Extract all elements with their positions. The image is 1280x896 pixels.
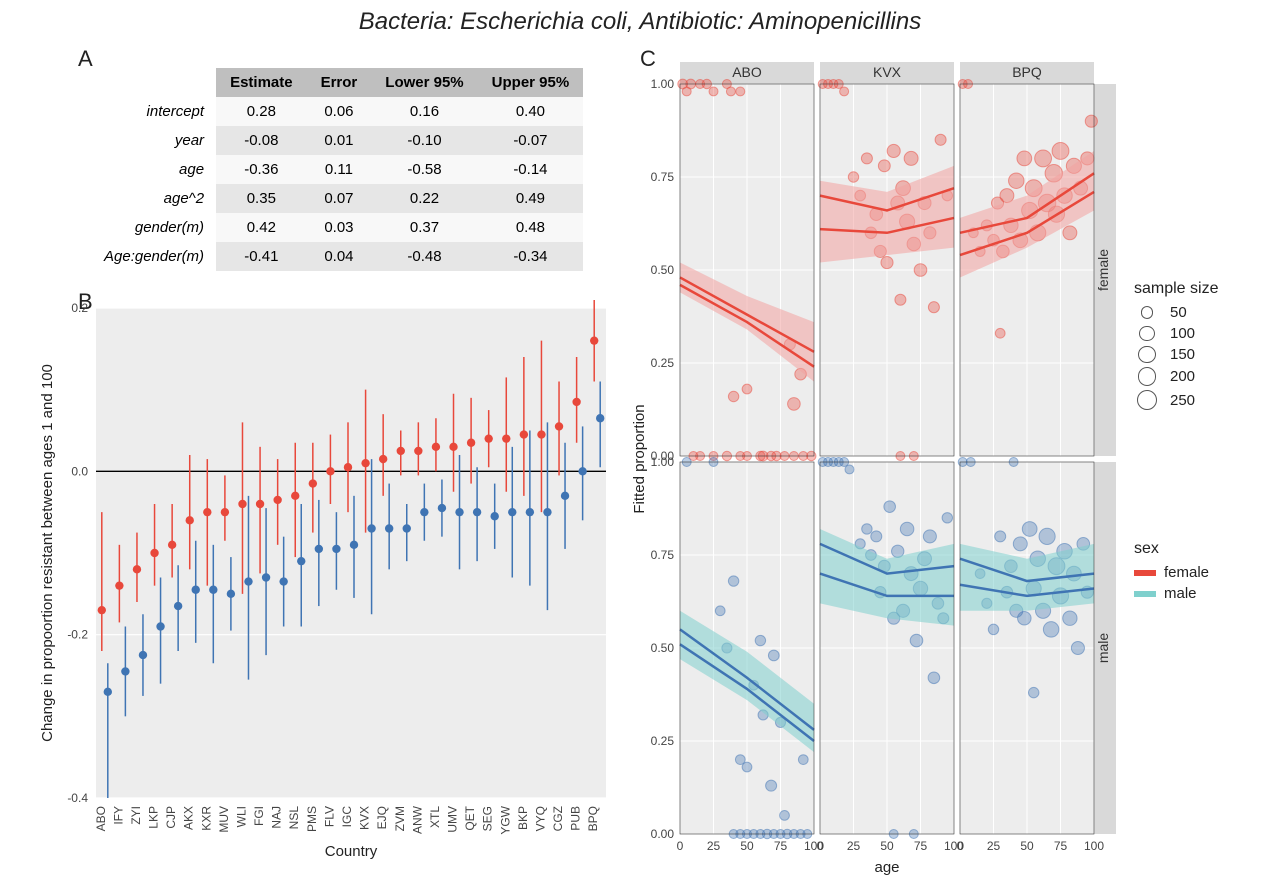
svg-text:QET: QET (463, 805, 477, 830)
svg-text:female: female (1095, 249, 1111, 291)
svg-text:Fitted proportion: Fitted proportion (631, 404, 648, 513)
svg-text:KVX: KVX (358, 806, 372, 830)
svg-text:IGC: IGC (340, 806, 354, 828)
svg-text:NAJ: NAJ (270, 806, 284, 829)
svg-text:BPQ: BPQ (586, 806, 600, 831)
svg-text:LKP: LKP (147, 806, 161, 829)
panel-b-chart: -0.4 -0.2 0.0 0.2 ABOIFY ZYI LKPCJP AKXKXR MUVWL… (34, 300, 624, 880)
svg-text:100: 100 (1084, 839, 1104, 853)
svg-text:1.00: 1.00 (651, 77, 675, 91)
svg-text:age: age (874, 859, 899, 876)
svg-text:KXR: KXR (199, 806, 213, 831)
svg-text:0: 0 (957, 839, 964, 853)
svg-text:0.0: 0.0 (71, 464, 88, 478)
svg-text:0.2: 0.2 (71, 301, 88, 315)
legend-sex: sex femalemale (1134, 540, 1209, 606)
svg-text:-0.4: -0.4 (67, 791, 88, 805)
svg-text:AKX: AKX (182, 806, 196, 830)
svg-text:YGW: YGW (498, 805, 512, 834)
svg-text:50: 50 (880, 839, 894, 853)
svg-text:0.50: 0.50 (651, 641, 675, 655)
svg-text:SEG: SEG (481, 806, 495, 831)
svg-text:1.00: 1.00 (651, 455, 675, 469)
svg-text:CGZ: CGZ (551, 806, 565, 831)
svg-text:ANW: ANW (410, 805, 424, 834)
svg-text:25: 25 (987, 839, 1001, 853)
svg-text:KVX: KVX (873, 64, 902, 80)
svg-text:25: 25 (707, 839, 721, 853)
svg-text:CJP: CJP (164, 806, 178, 829)
estimates-table: EstimateErrorLower 95%Upper 95% intercep… (90, 68, 583, 271)
svg-text:IFY: IFY (111, 806, 125, 825)
svg-text:MUV: MUV (217, 806, 231, 833)
svg-text:0.25: 0.25 (651, 356, 675, 370)
legend-size: sample size 50100150200250 (1134, 280, 1218, 414)
svg-text:0.75: 0.75 (651, 170, 675, 184)
svg-text:UMV: UMV (446, 806, 460, 833)
svg-text:75: 75 (914, 839, 928, 853)
svg-text:Change in propoortion resistan: Change in propoortion resistant between … (39, 364, 56, 742)
svg-text:PUB: PUB (569, 806, 583, 831)
svg-text:50: 50 (740, 839, 754, 853)
svg-text:ZYI: ZYI (129, 806, 143, 825)
svg-text:75: 75 (774, 839, 788, 853)
svg-text:-0.2: -0.2 (67, 628, 88, 642)
svg-text:ZVM: ZVM (393, 806, 407, 831)
svg-text:VYQ: VYQ (533, 806, 547, 831)
panel-c-chart: ABO KVX BPQ female 0.00 0.25 0.50 0.75 1.00 male 0… (628, 62, 1118, 882)
svg-text:NSL: NSL (287, 806, 301, 830)
svg-text:Country: Country (325, 843, 378, 860)
svg-text:ABO: ABO (94, 806, 108, 831)
svg-text:0.50: 0.50 (651, 263, 675, 277)
svg-text:0: 0 (817, 839, 824, 853)
svg-text:75: 75 (1054, 839, 1068, 853)
svg-text:0.25: 0.25 (651, 734, 675, 748)
svg-text:FGI: FGI (252, 806, 266, 826)
svg-text:EJQ: EJQ (375, 806, 389, 829)
svg-text:BKP: BKP (516, 806, 530, 830)
main-title: Bacteria: Escherichia coli, Antibiotic: … (0, 8, 1280, 36)
svg-text:ABO: ABO (732, 64, 762, 80)
svg-text:FLV: FLV (322, 806, 336, 827)
svg-text:PMS: PMS (305, 806, 319, 832)
svg-text:25: 25 (847, 839, 861, 853)
svg-text:0: 0 (677, 839, 684, 853)
svg-text:0.75: 0.75 (651, 548, 675, 562)
svg-text:male: male (1095, 633, 1111, 664)
svg-text:XTL: XTL (428, 806, 442, 828)
svg-text:0.00: 0.00 (651, 827, 675, 841)
svg-text:50: 50 (1020, 839, 1034, 853)
svg-text:WLI: WLI (234, 806, 248, 827)
svg-text:BPQ: BPQ (1012, 64, 1042, 80)
